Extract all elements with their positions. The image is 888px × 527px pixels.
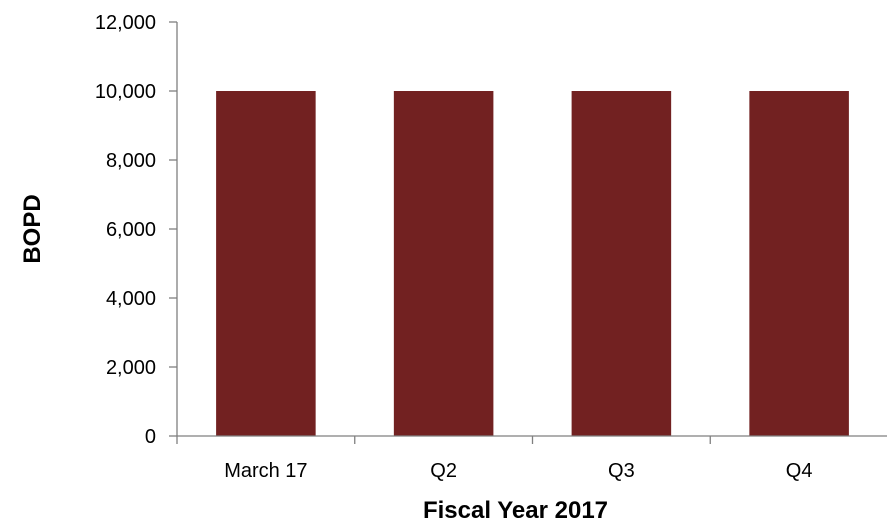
bar <box>393 91 494 436</box>
y-axis-ticks: 0 2,000 4,000 6,000 8,000 10,000 12,000 <box>95 12 177 448</box>
y-tick-label: 2,000 <box>106 357 156 379</box>
y-tick-label: 6,000 <box>106 219 156 241</box>
y-axis-title: BOPD <box>19 194 46 263</box>
x-tick-label: March 17 <box>224 460 307 482</box>
y-tick-label: 0 <box>145 426 156 448</box>
bar <box>749 91 849 436</box>
bar <box>216 91 316 436</box>
x-axis-ticks: March 17 Q2 Q3 Q4 <box>176 436 813 482</box>
x-tick-label: Q4 <box>786 460 813 482</box>
y-tick-label: 8,000 <box>106 150 156 172</box>
bars <box>216 91 849 436</box>
y-tick-label: 10,000 <box>95 81 156 103</box>
x-tick-label: Q3 <box>608 460 635 482</box>
x-axis-title: Fiscal Year 2017 <box>423 497 608 524</box>
bar <box>571 91 672 436</box>
y-tick-label: 12,000 <box>95 12 156 34</box>
y-tick-label: 4,000 <box>106 288 156 310</box>
x-tick-label: Q2 <box>430 460 457 482</box>
